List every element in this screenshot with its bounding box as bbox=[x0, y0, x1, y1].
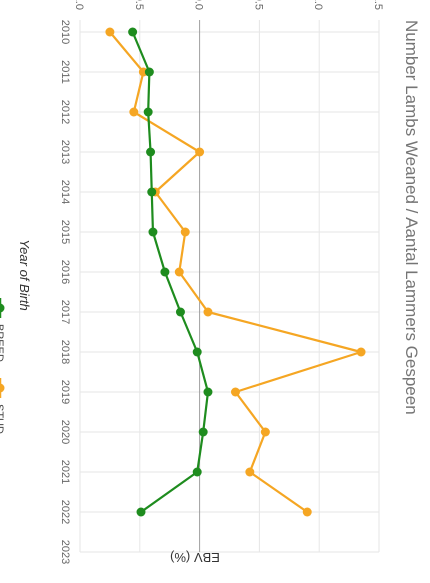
stud-data-point bbox=[230, 387, 240, 397]
breed-data-point bbox=[136, 507, 146, 517]
y-tick-label: 0.0 bbox=[193, 0, 205, 10]
stud-legend-label: STUD bbox=[0, 404, 5, 434]
x-tick-label: 2018 bbox=[59, 340, 71, 364]
breed-legend-marker bbox=[0, 303, 5, 313]
breed-data-point bbox=[146, 147, 156, 157]
y-tick-label: 0.5 bbox=[252, 0, 264, 10]
stud-data-point bbox=[195, 147, 205, 157]
x-tick-label: 2010 bbox=[59, 20, 71, 44]
breed-data-point bbox=[147, 187, 157, 197]
axes: 2010 2011 2012 2013 2014 2015 2016 2017 2018 2019… bbox=[59, 0, 384, 564]
x-tick-label: 2019 bbox=[59, 380, 71, 404]
stud-data-point bbox=[260, 427, 270, 437]
series-lines bbox=[105, 27, 366, 517]
breed-data-point bbox=[144, 67, 154, 77]
stud-data-point bbox=[302, 507, 312, 517]
breed-data-point bbox=[203, 387, 213, 397]
stud-data-point bbox=[180, 227, 190, 237]
x-tick-label: 2014 bbox=[59, 180, 71, 204]
breed-data-point bbox=[192, 347, 202, 357]
x-tick-label: 2012 bbox=[59, 100, 71, 124]
x-tick-label: 2021 bbox=[59, 460, 71, 484]
x-tick-label: 2017 bbox=[59, 300, 71, 324]
breed-data-point bbox=[198, 427, 208, 437]
y-tick-label: -1.0 bbox=[73, 0, 85, 10]
breed-data-point bbox=[143, 107, 153, 117]
y-axis-title: EBV (%) bbox=[170, 550, 220, 565]
breed-data-point bbox=[128, 27, 138, 37]
y-tick-label: 1.0 bbox=[312, 0, 324, 10]
stud-data-point bbox=[203, 307, 213, 317]
breed-data-point bbox=[160, 267, 170, 277]
x-tick-label: 2013 bbox=[59, 140, 71, 164]
breed-legend-label: BREED bbox=[0, 324, 5, 362]
legend: BREED STUD bbox=[0, 298, 5, 434]
gridlines bbox=[79, 20, 380, 553]
breed-data-point bbox=[148, 227, 158, 237]
x-tick-label: 2022 bbox=[59, 500, 71, 524]
stud-data-point bbox=[174, 267, 184, 277]
stud-data-point bbox=[245, 467, 255, 477]
stud-data-point bbox=[105, 27, 115, 37]
chart-title: Number Lambs Weaned / Aantal Lammers Ges… bbox=[402, 20, 421, 415]
stud-legend-marker bbox=[0, 383, 5, 393]
stud-data-point bbox=[356, 347, 366, 357]
x-tick-label: 2023 bbox=[59, 540, 71, 564]
x-axis-title: Year of Birth bbox=[17, 239, 32, 311]
x-tick-label: 2011 bbox=[59, 60, 71, 84]
x-tick-label: 2015 bbox=[59, 220, 71, 244]
stud-data-point bbox=[129, 107, 139, 117]
x-tick-label: 2020 bbox=[59, 420, 71, 444]
y-tick-label: 1.5 bbox=[372, 0, 384, 10]
breed-data-point bbox=[175, 307, 185, 317]
breed-data-point bbox=[192, 467, 202, 477]
y-tick-label: -0.5 bbox=[133, 0, 145, 10]
x-tick-label: 2016 bbox=[59, 260, 71, 284]
